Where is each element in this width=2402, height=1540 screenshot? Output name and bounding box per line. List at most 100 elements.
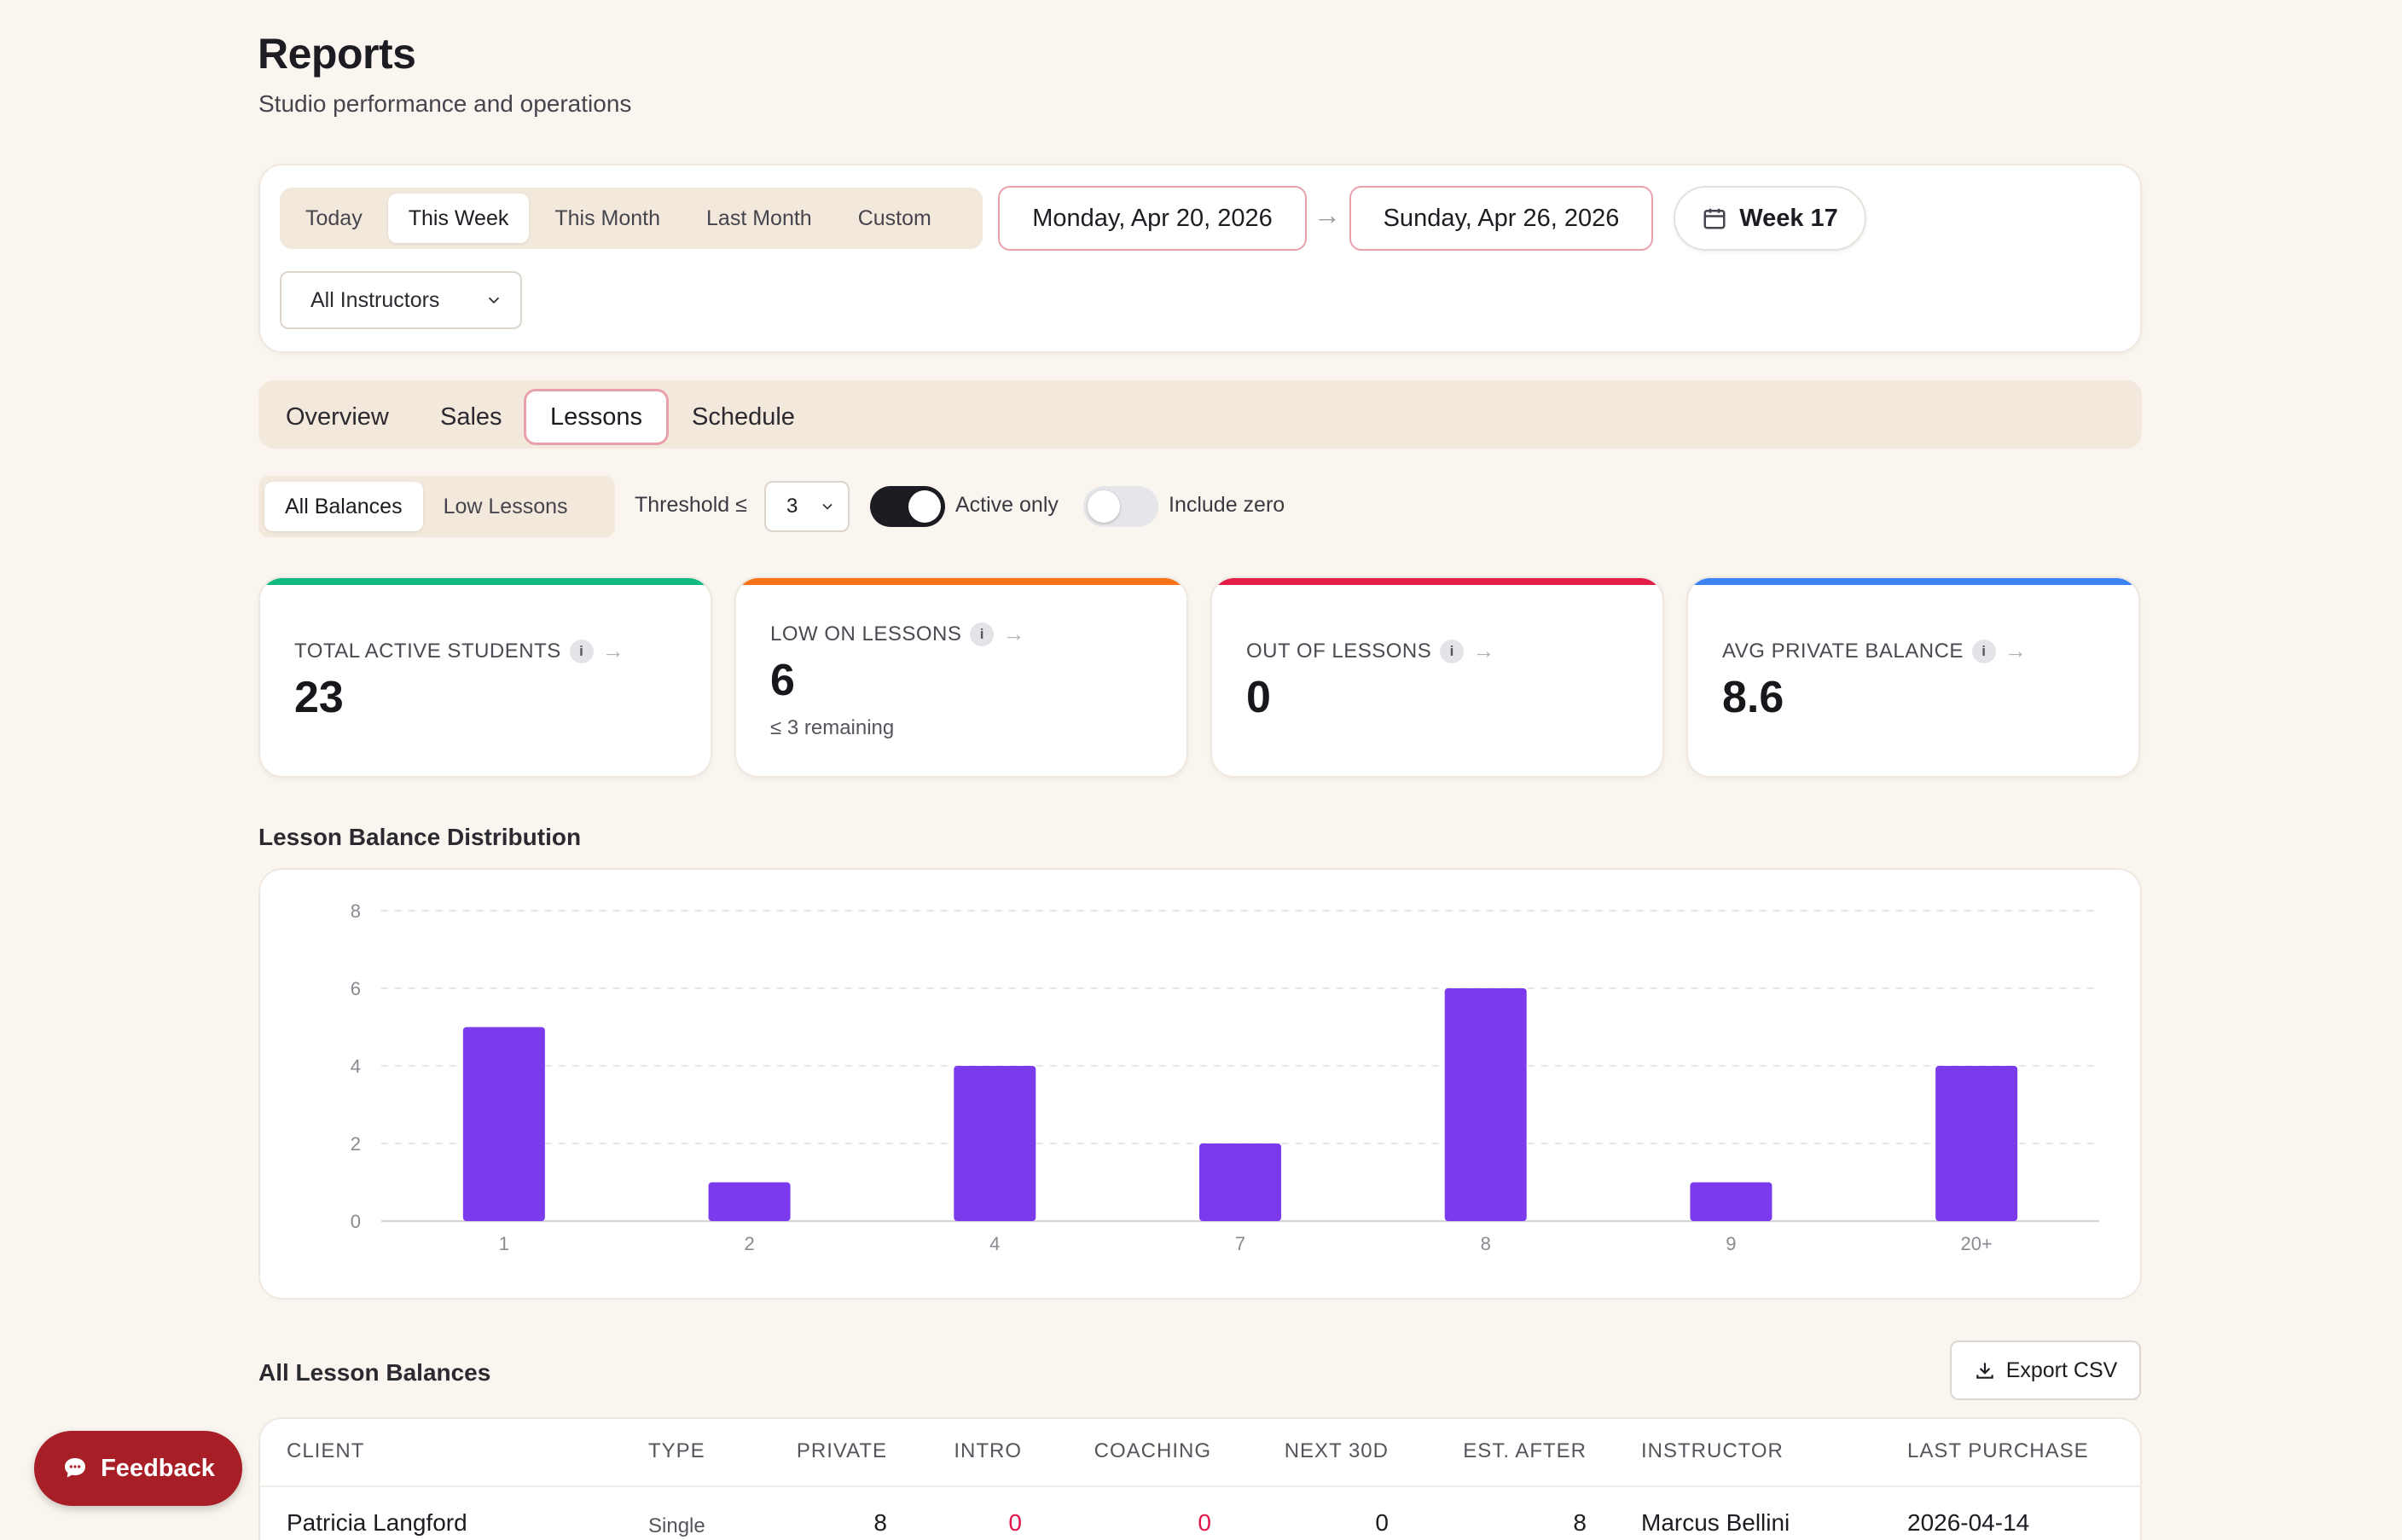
x-tick-label: 7 bbox=[1235, 1233, 1245, 1254]
column-header-instructor[interactable]: INSTRUCTOR bbox=[1641, 1439, 1784, 1462]
column-header-client[interactable]: CLIENT bbox=[287, 1439, 365, 1462]
bar-1[interactable] bbox=[462, 1027, 545, 1222]
arrow-right-icon: → bbox=[601, 638, 625, 663]
column-header-last-purchase[interactable]: LAST PURCHASE bbox=[1907, 1439, 2089, 1462]
info-icon[interactable]: i bbox=[1971, 639, 1996, 663]
column-header-private[interactable]: PRIVATE bbox=[796, 1439, 887, 1462]
kpi-label: AVG PRIVATE BALANCE bbox=[1722, 639, 1964, 663]
bar-4[interactable] bbox=[954, 1066, 1036, 1221]
kpi-card-total-active[interactable]: TOTAL ACTIVE STUDENTS i → 23 bbox=[258, 576, 712, 778]
kpi-label-row: TOTAL ACTIVE STUDENTS i → bbox=[294, 638, 624, 664]
tab-lessons[interactable]: Lessons bbox=[524, 389, 669, 445]
balance-view-selector: All Balances Low Lessons bbox=[258, 476, 615, 537]
cell-instructor: Marcus Bellini bbox=[1641, 1509, 1790, 1536]
kpi-label-row: OUT OF LESSONS i → bbox=[1246, 638, 1495, 664]
start-date-input[interactable]: Monday, Apr 20, 2026 bbox=[998, 186, 1307, 251]
kpi-label-row: AVG PRIVATE BALANCE i → bbox=[1722, 638, 2027, 664]
chat-bubble-icon bbox=[65, 1458, 86, 1478]
info-icon[interactable]: i bbox=[1440, 639, 1465, 663]
threshold-value: 3 bbox=[786, 495, 798, 518]
arrow-right-icon: → bbox=[1472, 638, 1495, 663]
y-tick-label: 8 bbox=[351, 900, 361, 922]
y-tick-label: 4 bbox=[351, 1056, 361, 1077]
chevron-down-icon bbox=[822, 503, 833, 510]
export-csv-button[interactable]: Export CSV bbox=[1950, 1340, 2141, 1400]
feedback-button[interactable]: Feedback bbox=[34, 1431, 242, 1506]
kpi-accent-bar bbox=[736, 578, 1186, 585]
range-this-month[interactable]: This Month bbox=[554, 206, 661, 230]
range-today[interactable]: Today bbox=[305, 206, 363, 230]
kpi-label: OUT OF LESSONS bbox=[1246, 639, 1432, 663]
kpi-value: 8.6 bbox=[1722, 673, 1784, 722]
view-all-balances[interactable]: All Balances bbox=[264, 482, 423, 531]
instructor-select[interactable]: All Instructors bbox=[280, 271, 522, 329]
threshold-select[interactable]: 3 bbox=[764, 481, 850, 532]
active-only-toggle[interactable] bbox=[870, 486, 945, 527]
tab-sales[interactable]: Sales bbox=[440, 402, 502, 431]
chevron-down-icon bbox=[488, 297, 500, 304]
column-header-coaching[interactable]: COACHING bbox=[1094, 1439, 1211, 1462]
instructor-select-value: All Instructors bbox=[310, 287, 440, 312]
end-date-input[interactable]: Sunday, Apr 26, 2026 bbox=[1349, 186, 1653, 251]
bar-2[interactable] bbox=[708, 1182, 791, 1222]
x-tick-label: 20+ bbox=[1960, 1233, 1992, 1254]
feedback-label: Feedback bbox=[101, 1454, 215, 1482]
active-only-label: Active only bbox=[955, 493, 1059, 517]
info-icon[interactable]: i bbox=[569, 639, 594, 663]
kpi-value: 23 bbox=[294, 673, 344, 722]
cell-client[interactable]: Patricia Langford bbox=[287, 1509, 467, 1536]
kpi-accent-bar bbox=[1212, 578, 1662, 585]
cell-coaching: 0 bbox=[1198, 1509, 1211, 1536]
kpi-card-out-of-lessons[interactable]: OUT OF LESSONS i → 0 bbox=[1210, 576, 1664, 778]
kpi-subtext: ≤ 3 remaining bbox=[770, 716, 895, 739]
bar-8[interactable] bbox=[1444, 988, 1527, 1221]
page-subtitle: Studio performance and operations bbox=[258, 90, 632, 117]
include-zero-toggle[interactable] bbox=[1083, 486, 1158, 527]
kpi-label: LOW ON LESSONS bbox=[770, 622, 962, 646]
week-button[interactable]: Week 17 bbox=[1674, 186, 1866, 251]
kpi-card-low-on-lessons[interactable]: LOW ON LESSONS i → 6 ≤ 3 remaining bbox=[734, 576, 1188, 778]
info-icon[interactable]: i bbox=[970, 622, 995, 646]
page-title: Reports bbox=[258, 30, 416, 78]
tab-schedule[interactable]: Schedule bbox=[692, 402, 795, 431]
table-title: All Lesson Balances bbox=[258, 1359, 491, 1386]
bar-20+[interactable] bbox=[1935, 1066, 2018, 1221]
download-icon bbox=[1976, 1363, 1993, 1379]
range-custom[interactable]: Custom bbox=[857, 206, 931, 230]
range-this-week[interactable]: This Week bbox=[387, 194, 530, 243]
threshold-label: Threshold ≤ bbox=[635, 493, 747, 517]
kpi-label: TOTAL ACTIVE STUDENTS bbox=[294, 639, 561, 663]
cell-type: Single bbox=[648, 1514, 705, 1537]
bar-chart: 0 2 4 6 8 1 2 4 7 8 9 20+ bbox=[351, 900, 2099, 1254]
tab-overview[interactable]: Overview bbox=[286, 402, 389, 431]
y-tick-label: 6 bbox=[351, 978, 361, 999]
range-last-month[interactable]: Last Month bbox=[706, 206, 812, 230]
column-header-est-after[interactable]: EST. AFTER bbox=[1463, 1439, 1587, 1462]
table-header-divider bbox=[260, 1485, 2140, 1487]
column-header-type[interactable]: TYPE bbox=[648, 1439, 705, 1462]
cell-intro: 0 bbox=[1008, 1509, 1022, 1536]
y-tick-label: 0 bbox=[351, 1211, 361, 1232]
view-low-lessons[interactable]: Low Lessons bbox=[443, 494, 568, 518]
cell-est-after: 8 bbox=[1573, 1509, 1587, 1536]
calendar-icon bbox=[1703, 208, 1726, 229]
lesson-balance-chart: 0 2 4 6 8 1 2 4 7 8 9 20+ bbox=[258, 868, 2142, 1300]
column-header-intro[interactable]: INTRO bbox=[954, 1439, 1022, 1462]
arrow-right-icon: → bbox=[2004, 638, 2028, 663]
column-header-next-30d[interactable]: NEXT 30D bbox=[1284, 1439, 1389, 1462]
x-tick-label: 8 bbox=[1481, 1233, 1491, 1254]
x-tick-label: 1 bbox=[499, 1233, 509, 1254]
kpi-value: 0 bbox=[1246, 673, 1271, 722]
kpi-card-avg-private-balance[interactable]: AVG PRIVATE BALANCE i → 8.6 bbox=[1686, 576, 2140, 778]
bar-7[interactable] bbox=[1199, 1143, 1281, 1221]
kpi-accent-bar bbox=[1688, 578, 2138, 585]
bar-9[interactable] bbox=[1690, 1182, 1772, 1222]
lesson-balances-table bbox=[258, 1417, 2142, 1540]
cell-last-purchase: 2026-04-14 bbox=[1907, 1509, 2030, 1536]
x-tick-label: 9 bbox=[1726, 1233, 1736, 1254]
kpi-label-row: LOW ON LESSONS i → bbox=[770, 621, 1025, 647]
chart-section-title: Lesson Balance Distribution bbox=[258, 824, 582, 850]
date-range-arrow: → bbox=[1314, 200, 1341, 230]
date-range-selector: Today This Week This Month Last Month Cu… bbox=[280, 188, 983, 249]
export-csv-label: Export CSV bbox=[2005, 1358, 2118, 1382]
